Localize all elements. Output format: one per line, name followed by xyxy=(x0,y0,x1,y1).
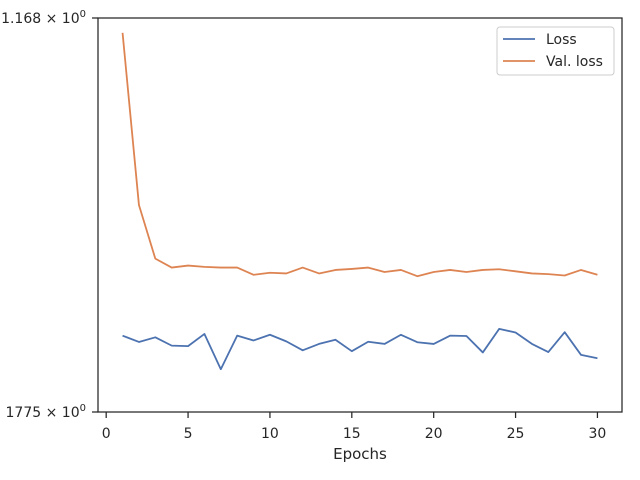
legend: Loss Val. loss xyxy=(496,26,615,76)
legend-label-val-loss: Val. loss xyxy=(546,54,603,70)
x-tick-label: 0 xyxy=(102,426,111,442)
plot-frame xyxy=(97,17,623,413)
legend-label-loss: Loss xyxy=(546,32,577,48)
x-tick-label: 5 xyxy=(184,426,193,442)
x-tick-label: 30 xyxy=(589,426,607,442)
x-axis-label: Epochs xyxy=(333,445,387,463)
series-line-loss xyxy=(122,327,598,371)
y-tick-label-top: 1.168 × 100 xyxy=(1,9,86,27)
x-tick-label: 25 xyxy=(507,426,525,442)
x-tick-label: 15 xyxy=(343,426,361,442)
x-tick-label: 10 xyxy=(261,426,279,442)
x-tick-label: 20 xyxy=(425,426,443,442)
y-tick-label-bottom: 1775 × 100 xyxy=(6,403,86,421)
x-axis-ticks: 0 5 10 15 20 25 30 xyxy=(102,412,607,442)
series-line-val-loss xyxy=(121,32,598,278)
plot-lines xyxy=(121,32,598,371)
